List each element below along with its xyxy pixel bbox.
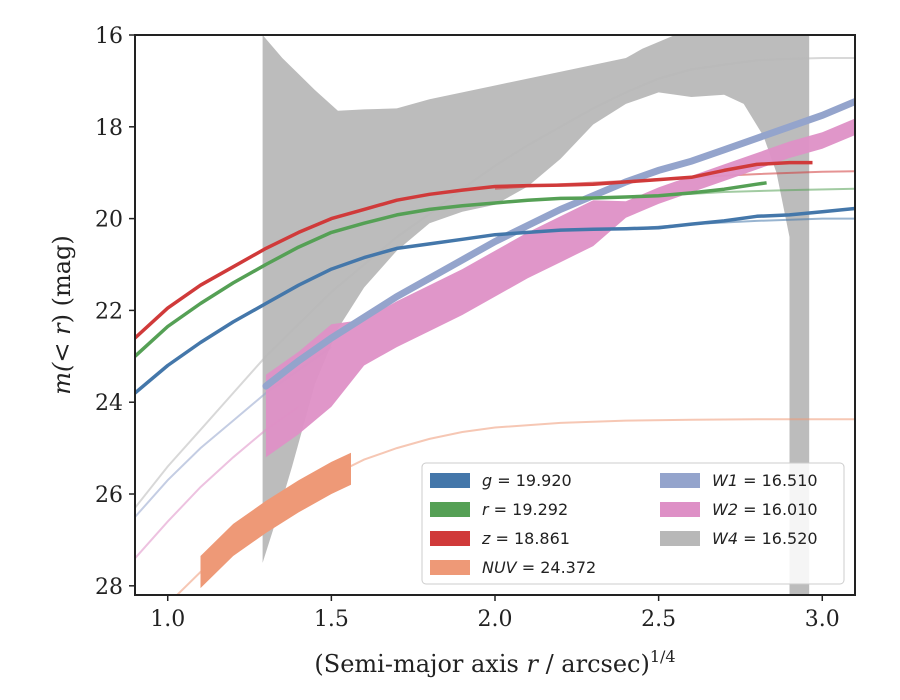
legend-swatch-w4-16-520: [660, 531, 700, 546]
legend-label-w2-16-010: W2 = 16.010: [712, 500, 818, 519]
legend-label-g-19-920: g = 19.920: [482, 471, 572, 490]
plot-area: [135, 35, 855, 595]
w2-band: [265, 118, 855, 458]
y-tick-label: 28: [95, 575, 123, 600]
legend-label-r-19-292: r = 19.292: [482, 500, 568, 519]
y-axis: 16 18 20 22 24 26 28: [95, 24, 135, 600]
y-tick-label: 20: [95, 208, 123, 233]
x-tick-label: 2.0: [478, 607, 513, 632]
x-tick-label: 2.5: [641, 607, 676, 632]
y-tick-label: 26: [95, 483, 123, 508]
legend-swatch-w1-16-510: [660, 473, 700, 488]
legend-swatch-g-19-920: [430, 473, 470, 488]
legend-label-w1-16-510: W1 = 16.510: [712, 471, 818, 490]
g-curve: [135, 206, 855, 395]
y-tick-label: 24: [95, 391, 123, 416]
legend-swatch-w2-16-010: [660, 502, 700, 517]
legend-frame: [421, 462, 845, 585]
x-tick-label: 3.0: [805, 607, 840, 632]
model-curve-w4-16-520: [135, 57, 855, 509]
legend-swatch-z-18-861: [430, 531, 470, 546]
x-tick-label: 1.0: [150, 607, 185, 632]
x-axis: 1.0 1.5 2.0 2.5 3.0: [150, 595, 840, 632]
w4-uncertainty-band: [262, 35, 810, 595]
legend: g = 19.920 r = 19.292 z = 18.861 NUV = 24.3…: [421, 462, 845, 585]
legend-label-nuv-24-372: NUV = 24.372: [482, 558, 596, 577]
z-curve: [135, 160, 813, 340]
x-axis-label: (Semi-major axis r / arcsec)1/4: [314, 647, 675, 678]
legend-label-z-18-861: z = 18.861: [481, 529, 570, 548]
legend-label-w4-16-520: W4 = 16.520: [712, 529, 818, 548]
w1-curve: [262, 98, 855, 390]
legend-swatch-nuv-24-372: [430, 560, 470, 575]
x-tick-label: 1.5: [314, 607, 349, 632]
legend-swatch-r-19-292: [430, 502, 470, 517]
y-tick-label: 18: [95, 116, 123, 141]
y-axis-label: m(< r) (mag): [48, 235, 76, 395]
y-tick-label: 16: [95, 24, 123, 49]
nuv-band: [200, 452, 351, 589]
y-tick-label: 22: [95, 299, 123, 324]
r-curve: [135, 181, 767, 358]
